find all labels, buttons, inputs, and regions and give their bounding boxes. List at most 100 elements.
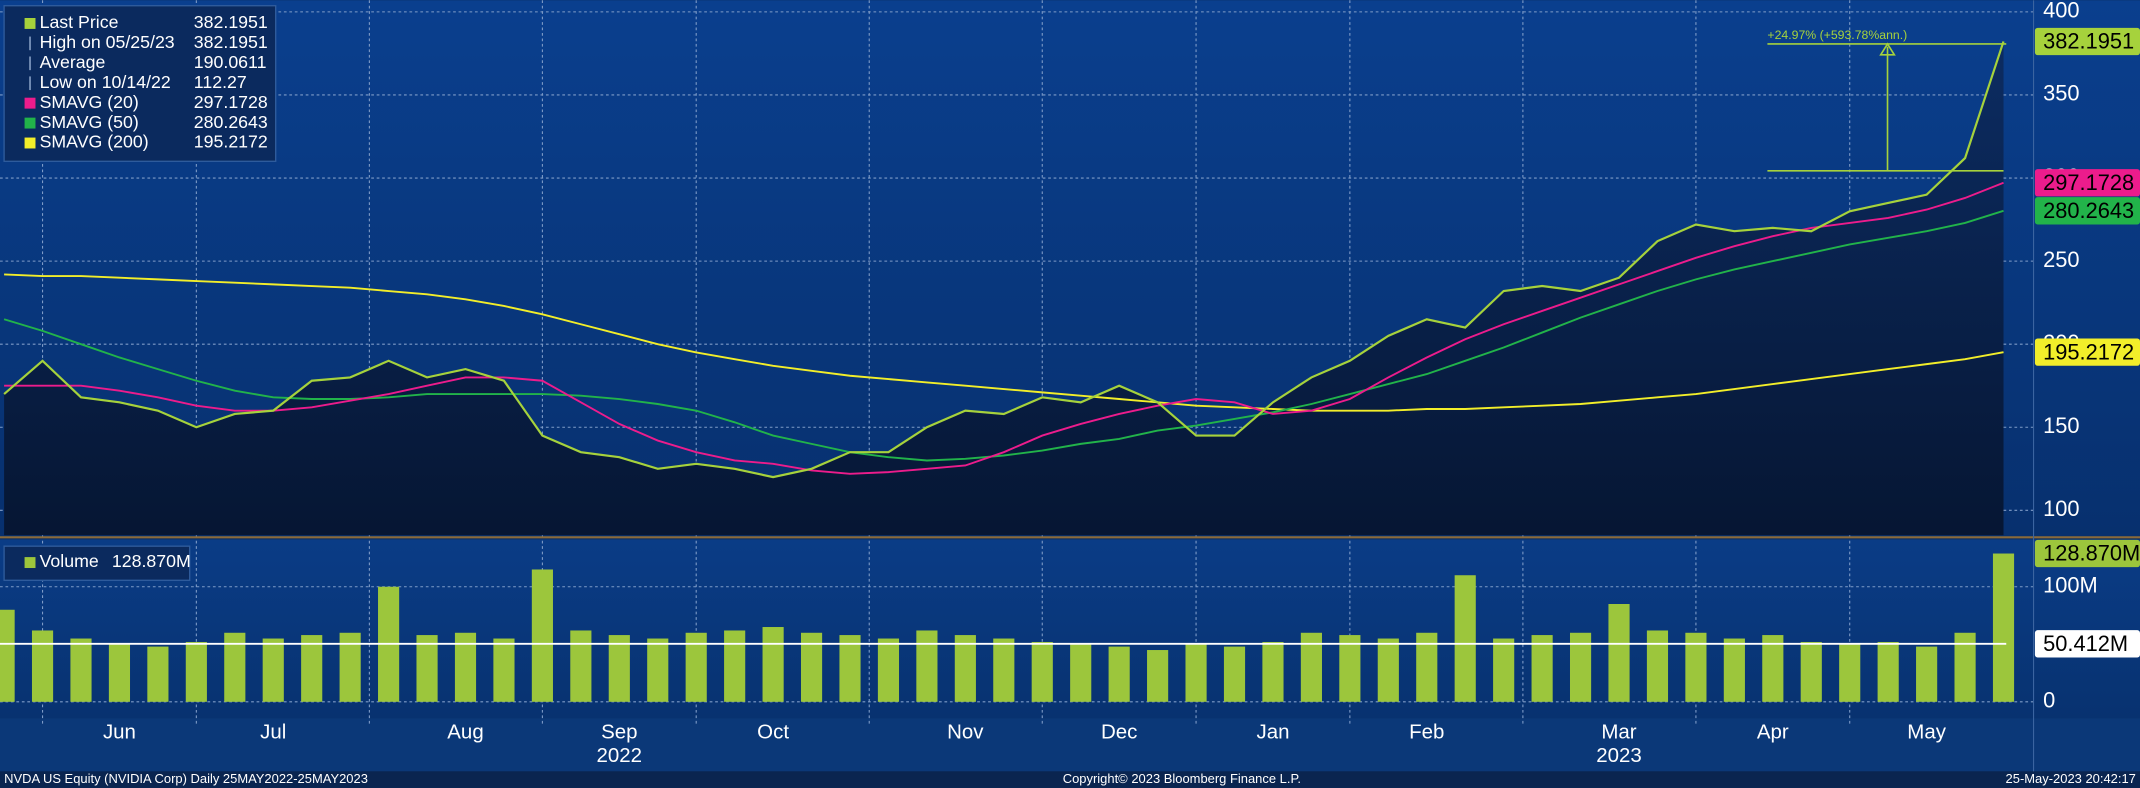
volume-bar <box>1531 635 1553 702</box>
value-tag <box>2034 169 2140 197</box>
value-tag <box>2034 338 2140 366</box>
x-year-label: 2022 <box>597 744 643 767</box>
legend-swatch <box>24 117 36 129</box>
x-tick-label: Jan <box>1256 721 1289 744</box>
price-area <box>4 41 2004 536</box>
y-tick-label: 100M <box>2043 573 2098 598</box>
footer-strip <box>0 771 2140 788</box>
volume-bar <box>1685 632 1707 702</box>
volume-bar <box>800 632 823 702</box>
volume-bar <box>916 630 938 702</box>
legend-label: Volume <box>40 551 99 571</box>
legend-label: SMAVG (200) <box>40 132 149 152</box>
y-tick-label: 350 <box>2043 81 2079 106</box>
x-axis-strip <box>0 718 2140 772</box>
arrow-head <box>1879 42 1896 56</box>
annotation-text: +24.97% (+593.78%ann.) <box>1767 28 1907 42</box>
volume-bar <box>724 630 746 702</box>
legend-label: SMAVG (20) <box>40 92 139 112</box>
legend-label: Low on 10/14/22 <box>40 72 171 92</box>
volume-bar <box>1800 641 1822 702</box>
volume-bar <box>262 638 284 702</box>
volume-bar <box>301 635 323 702</box>
x-tick-label: Dec <box>1101 721 1137 744</box>
volume-bar <box>1416 632 1438 702</box>
x-tick-label: Feb <box>1409 721 1444 744</box>
volume-bar <box>224 632 246 702</box>
value-tag-label: 195.2172 <box>2043 339 2134 364</box>
volume-bar <box>70 638 92 702</box>
x-tick-label: May <box>1907 721 1946 744</box>
volume-bar <box>1608 604 1630 702</box>
volume-bar <box>1762 635 1784 702</box>
footer-center: Copyright© 2023 Bloomberg Finance L.P. <box>1063 771 1301 786</box>
volume-bar <box>1300 632 1322 702</box>
y-tick-label: 150 <box>2043 413 2079 438</box>
volume-bar <box>685 632 707 702</box>
legend-value: 128.870M <box>112 551 191 571</box>
x-tick-label: Nov <box>947 721 984 744</box>
volume-bar <box>1646 630 1669 702</box>
volume-bar <box>31 630 54 702</box>
legend-box <box>3 5 277 162</box>
legend-swatch <box>24 557 36 569</box>
legend-label: Average <box>40 52 106 72</box>
legend-label: Last Price <box>40 12 119 32</box>
volume-bar <box>877 638 900 702</box>
y-tick-label: 250 <box>2043 247 2079 272</box>
y-tick-label: 100 <box>2043 496 2079 521</box>
x-tick-label: Mar <box>1601 721 1636 744</box>
footer-left: NVDA US Equity (NVIDIA Corp) Daily 25MAY… <box>4 771 368 786</box>
x-tick-label: Oct <box>757 721 789 744</box>
value-tag-label: 297.1728 <box>2043 170 2134 195</box>
value-tag-label: 50.412M <box>2043 631 2128 656</box>
series-line <box>3 209 2004 462</box>
volume-bar <box>1185 644 1207 702</box>
volume-bar <box>608 635 630 702</box>
volume-bar <box>1723 638 1745 702</box>
volume-bar <box>1108 646 1130 702</box>
volume-bar <box>1839 644 1861 702</box>
volume-bar <box>147 646 169 702</box>
volume-bar <box>339 632 361 702</box>
volume-bar <box>1262 641 1284 702</box>
annotation-bracket <box>1767 42 2007 172</box>
volume-bar <box>108 644 131 702</box>
value-tag-label: 128.870M <box>2043 541 2140 566</box>
volume-bar <box>839 635 861 702</box>
volume-bar <box>1339 635 1361 702</box>
x-tick-label: Jun <box>103 721 136 744</box>
legend-value: 382.1951 <box>194 12 268 32</box>
volume-bar <box>454 632 477 702</box>
volume-bar <box>531 569 553 702</box>
value-tag <box>2034 197 2140 225</box>
footer-right: 25-May-2023 20:42:17 <box>2006 771 2136 786</box>
volume-bar <box>954 635 976 702</box>
volume-bar <box>1954 632 1976 702</box>
series-line <box>4 273 2004 412</box>
volume-bar <box>1223 646 1246 702</box>
volume-bar <box>570 630 592 702</box>
volume-bar <box>1031 641 1053 702</box>
volume-bar <box>493 638 515 702</box>
value-tag <box>2034 27 2140 56</box>
y-tick-label: 0 <box>2043 688 2055 713</box>
volume-bar <box>647 638 669 702</box>
volume-bar <box>185 641 207 702</box>
legend-value: 382.1951 <box>194 32 268 52</box>
volume-bar <box>0 609 15 702</box>
volume-bar <box>1569 632 1592 702</box>
value-tag-label: 280.2643 <box>2043 198 2134 223</box>
volume-bar <box>1454 575 1476 702</box>
volume-bar <box>993 638 1015 702</box>
legend-value: 112.27 <box>194 72 247 92</box>
legend-label: SMAVG (50) <box>40 112 139 132</box>
volume-bar <box>1377 638 1399 702</box>
series-line <box>3 41 2005 479</box>
volume-bar <box>1147 650 1169 702</box>
volume-bar <box>416 635 438 702</box>
legend-swatch <box>24 17 36 29</box>
series-line <box>4 181 2004 475</box>
x-tick-label: Apr <box>1757 721 1789 744</box>
